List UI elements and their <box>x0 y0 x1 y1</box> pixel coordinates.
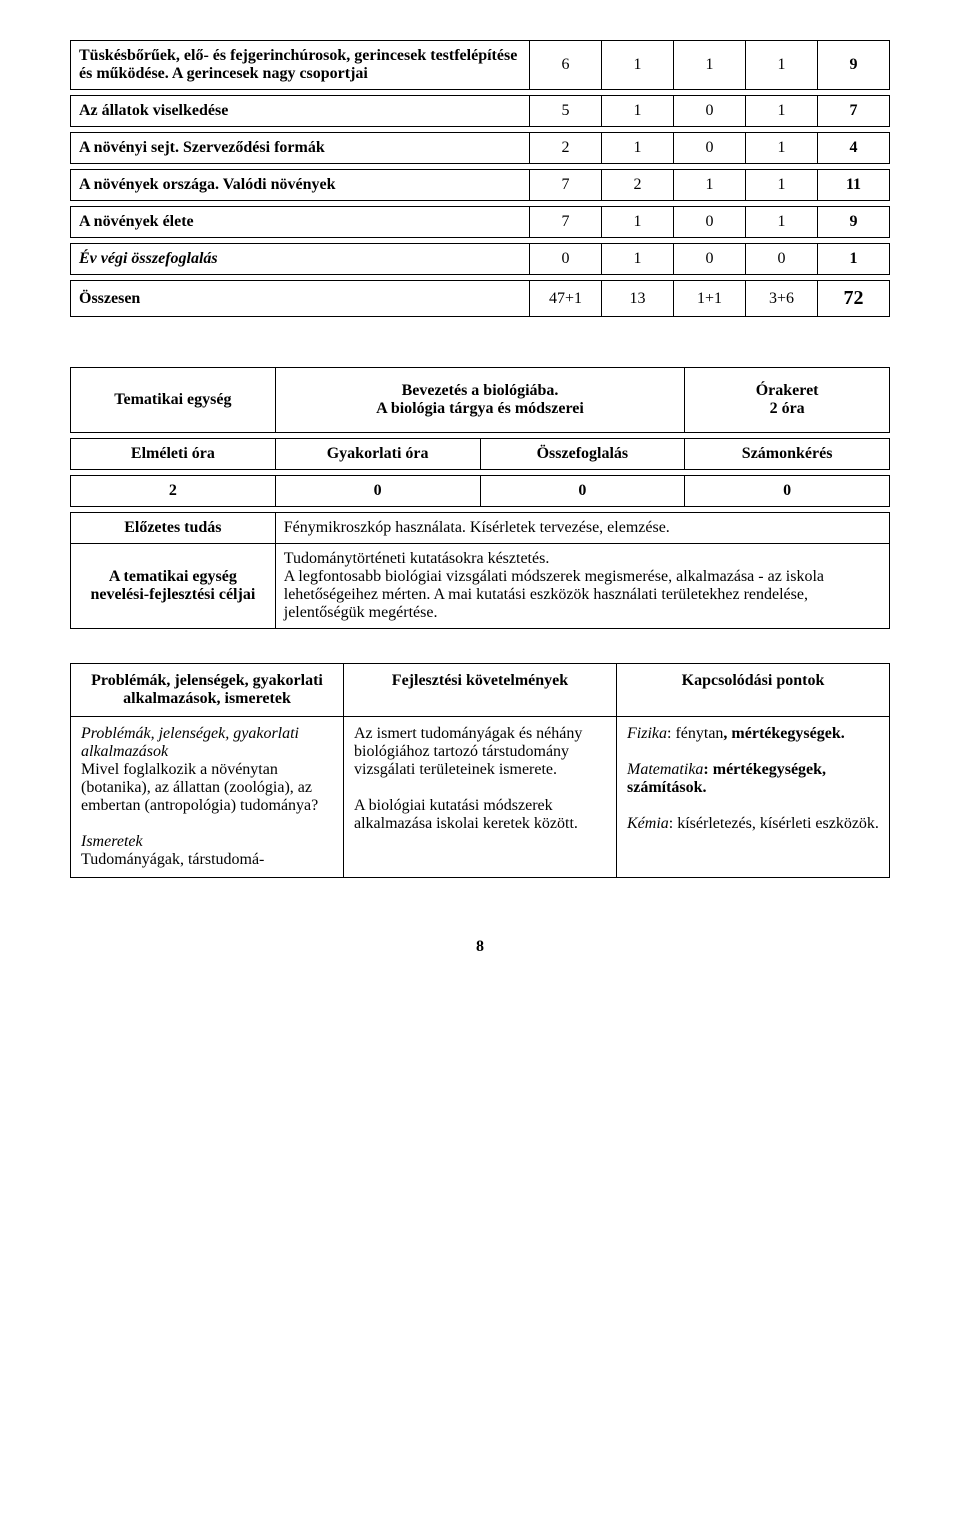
cell: 1 <box>674 41 746 90</box>
cell: 0 <box>746 244 818 275</box>
unit-hours-cell: Órakeret 2 óra <box>685 368 890 433</box>
cell: 6 <box>530 41 602 90</box>
cell: 9 <box>818 41 890 90</box>
cell: 72 <box>818 281 890 317</box>
table-row-total: Összesen 47+1 13 1+1 3+6 72 <box>71 281 890 317</box>
cell: 1 <box>746 41 818 90</box>
req-col-2: Az ismert tudományágak és néhány biológi… <box>344 717 617 878</box>
topic-label: Év végi összefoglalás <box>71 244 530 275</box>
topic-label: A növényi sejt. Szerveződési formák <box>71 133 530 164</box>
cell: 7 <box>530 207 602 238</box>
cell: 1 <box>818 244 890 275</box>
cell: 1 <box>746 170 818 201</box>
cell: 0 <box>685 476 890 507</box>
topics-summary-table: Tüskésbőrűek, elő- és fejgerinchúrosok, … <box>70 40 890 317</box>
cell: 7 <box>818 96 890 127</box>
cell: 7 <box>530 170 602 201</box>
cell: 1 <box>602 96 674 127</box>
unit-hours-label: Órakeret <box>756 382 819 399</box>
cell: 4 <box>818 133 890 164</box>
col-header: Összefoglalás <box>480 439 685 470</box>
cell: 2 <box>71 476 276 507</box>
table-row: Tüskésbőrűek, elő- és fejgerinchúrosok, … <box>71 41 890 90</box>
cell: 2 <box>602 170 674 201</box>
requirements-table: Problémák, jelenségek, gyakorlati alkalm… <box>70 663 890 878</box>
req-c3-text1b: : fénytan <box>667 725 723 742</box>
table-row: A növényi sejt. Szerveződési formák 2 1 … <box>71 133 890 164</box>
req-c1-italic2: Ismeretek <box>81 833 143 850</box>
req-c1-p2: Tudományágak, társtudomá- <box>81 851 264 868</box>
thematic-unit-table: Tematikai egység Bevezetés a biológiába.… <box>70 367 890 629</box>
req-header-3: Kapcsolódási pontok <box>617 664 890 717</box>
req-c2-p1: Az ismert tudományágak és néhány biológi… <box>354 725 582 778</box>
cell: 1 <box>746 207 818 238</box>
unit-title-cell: Bevezetés a biológiába. A biológia tárgy… <box>275 368 685 433</box>
col-header: Számonkérés <box>685 439 890 470</box>
cell: 11 <box>818 170 890 201</box>
topic-label: Az állatok viselkedése <box>71 96 530 127</box>
req-c3-subject3: Kémia <box>627 815 669 832</box>
cell: 2 <box>530 133 602 164</box>
cell: 47+1 <box>530 281 602 317</box>
cell: 1 <box>602 207 674 238</box>
unit-title-line2: A biológia tárgya és módszerei <box>376 400 584 417</box>
req-c3-text3: : kísérletezés, kísérleti eszközök. <box>669 815 879 832</box>
unit-hours-value: 2 óra <box>770 400 805 417</box>
cell: 1 <box>602 244 674 275</box>
req-c3-text1c: , mértékegységek. <box>723 725 844 742</box>
req-col-1: Problémák, jelenségek, gyakorlati alkalm… <box>71 717 344 878</box>
table-row: Tematikai egység Bevezetés a biológiába.… <box>71 368 890 433</box>
table-row: Elméleti óra Gyakorlati óra Összefoglalá… <box>71 439 890 470</box>
cell: 0 <box>480 476 685 507</box>
table-row: A növények élete 7 1 0 1 9 <box>71 207 890 238</box>
cell: 13 <box>602 281 674 317</box>
row-text: Tudománytörténeti kutatásokra késztetés.… <box>275 544 889 629</box>
cell: 0 <box>275 476 480 507</box>
topic-label: A növények élete <box>71 207 530 238</box>
cell: 9 <box>818 207 890 238</box>
req-c2-p2: A biológiai kutatási módszerek alkalmazá… <box>354 797 578 832</box>
req-header-1: Problémák, jelenségek, gyakorlati alkalm… <box>71 664 344 717</box>
table-row: A növények országa. Valódi növények 7 2 … <box>71 170 890 201</box>
cell: 1 <box>746 133 818 164</box>
req-c1-p1: Mivel foglalkozik a növénytan (botanika)… <box>81 761 318 814</box>
req-c1-italic1: Problémák, jelenségek, gyakorlati alkalm… <box>81 725 299 760</box>
topic-label: Összesen <box>71 281 530 317</box>
req-col-3: Fizika: fénytan, mértékegységek. Matemat… <box>617 717 890 878</box>
cell: 0 <box>674 244 746 275</box>
req-header-2: Fejlesztési követelmények <box>344 664 617 717</box>
req-c3-subject1: Fizika <box>627 725 667 742</box>
row-text: Fénymikroszkóp használata. Kísérletek te… <box>275 513 889 544</box>
cell: 5 <box>530 96 602 127</box>
cell: 0 <box>674 96 746 127</box>
table-row: Problémák, jelenségek, gyakorlati alkalm… <box>71 664 890 717</box>
table-row: Év végi összefoglalás 0 1 0 0 1 <box>71 244 890 275</box>
row-label: A tematikai egység nevelési-fejlesztési … <box>71 544 276 629</box>
col-header: Elméleti óra <box>71 439 276 470</box>
topic-label: Tüskésbőrűek, elő- és fejgerinchúrosok, … <box>71 41 530 90</box>
unit-title-line1: Bevezetés a biológiába. <box>402 382 559 399</box>
unit-left-header: Tematikai egység <box>71 368 276 433</box>
page-number: 8 <box>70 938 890 956</box>
table-row: A tematikai egység nevelési-fejlesztési … <box>71 544 890 629</box>
cell: 1 <box>602 41 674 90</box>
topic-label: A növények országa. Valódi növények <box>71 170 530 201</box>
cell: 1+1 <box>674 281 746 317</box>
cell: 1 <box>674 170 746 201</box>
table-row: Előzetes tudás Fénymikroszkóp használata… <box>71 513 890 544</box>
table-row: 2 0 0 0 <box>71 476 890 507</box>
cell: 0 <box>530 244 602 275</box>
cell: 3+6 <box>746 281 818 317</box>
row-label: Előzetes tudás <box>71 513 276 544</box>
cell: 0 <box>674 207 746 238</box>
cell: 1 <box>602 133 674 164</box>
table-row: Problémák, jelenségek, gyakorlati alkalm… <box>71 717 890 878</box>
col-header: Gyakorlati óra <box>275 439 480 470</box>
cell: 0 <box>674 133 746 164</box>
cell: 1 <box>746 96 818 127</box>
req-c3-subject2: Matematika <box>627 761 703 778</box>
table-row: Az állatok viselkedése 5 1 0 1 7 <box>71 96 890 127</box>
